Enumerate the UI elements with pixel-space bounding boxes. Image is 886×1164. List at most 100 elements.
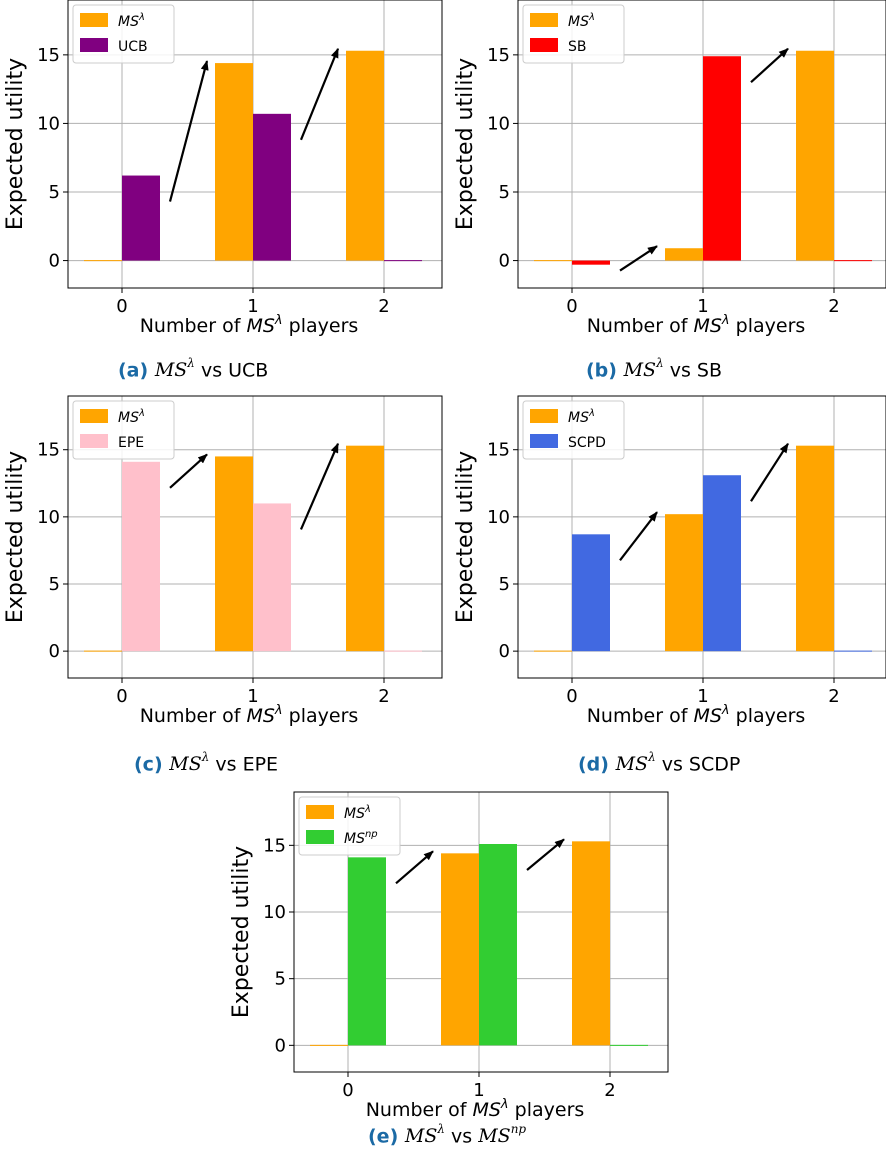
legend-swatch-ms [306,805,334,819]
x-tick-label: 2 [378,296,389,317]
x-axis-label: Number of MSλ players [366,1097,585,1121]
legend-swatch-opponent [530,38,558,52]
bar-ms-1 [665,248,703,261]
caption-tag: (c) [134,753,170,776]
y-tick-label: 0 [499,641,510,662]
legend-swatch-opponent [530,434,558,448]
x-tick-label: 2 [828,686,839,707]
y-axis-label: Expected utility [453,451,478,623]
x-tick-label: 1 [247,686,258,707]
axes-frame [67,0,443,289]
legend-label-ms: MSλ [118,408,145,426]
subfigure-caption: (c) MSλ vs EPE [134,750,278,776]
x-tick-label: 0 [116,296,127,317]
x-tick-label: 1 [697,296,708,317]
caption-tag: (a) [118,359,155,382]
y-tick-label: 5 [499,182,510,203]
caption-rest: vs SCDP [655,753,741,776]
bar-scpd-0 [572,534,610,652]
legend-swatch-ms [530,13,558,27]
bar-sb-1 [703,56,741,261]
x-tick-label: 0 [342,1080,353,1101]
legend-label-opponent: UCB [118,39,148,55]
bar-msnp-0 [348,857,386,1046]
legend-label-opponent: MSnp [344,829,378,847]
caption-ms2: MSnp [478,1122,527,1148]
x-tick-label: 0 [116,686,127,707]
bar-msnp-1 [479,844,517,1046]
x-tick-label: 1 [697,686,708,707]
legend-swatch-opponent [306,830,334,844]
caption-ms: MSλ [615,750,656,776]
y-tick-label: 5 [275,969,286,990]
axes-frame [293,791,669,1073]
x-tick-label: 2 [604,1080,615,1101]
bar-ms-1 [215,456,253,652]
trend-arrow [750,442,789,502]
y-axis-label: Expected utility [3,451,28,623]
subfigure-caption: (b) MSλ vs SB [586,356,722,382]
legend-swatch-opponent [80,434,108,448]
y-tick-label: 0 [499,251,510,272]
bar-sb-0 [572,260,610,265]
caption-tag: (e) [368,1125,405,1148]
legend: MSλ MSnp [298,796,401,856]
trend-arrow [395,850,434,885]
x-tick-label: 1 [247,296,258,317]
subfigure-caption: (e) MSλ vs MSnp [368,1122,527,1148]
x-tick-label: 2 [378,686,389,707]
legend-swatch-ms [80,409,108,423]
legend-label-opponent: SB [568,39,587,55]
subfigure-caption: (d) MSλ vs SCDP [578,750,741,776]
bar-epe-0 [122,461,160,652]
caption-rest: vs UCB [194,359,269,382]
legend-label-ms: MSλ [568,12,595,30]
y-tick-label: 0 [49,251,60,272]
trend-arrow [619,511,658,561]
trend-arrow [619,245,658,272]
x-tick-label: 2 [828,296,839,317]
bar-ms-2 [346,445,384,652]
chart-panel-4: 0 1 2 0 5 10 15 Expected utility Number of MSλ p… [229,791,669,1121]
x-tick-label: 0 [566,686,577,707]
legend: MSλ EPE [72,400,175,460]
legend-label-ms: MSλ [568,408,595,426]
caption-ms: MSλ [169,750,210,776]
y-tick-label: 10 [263,902,286,923]
x-tick-label: 0 [566,296,577,317]
y-tick-label: 15 [263,835,286,856]
bar-ucb-1 [253,113,291,261]
bar-epe-1 [253,503,291,652]
y-tick-label: 15 [487,440,510,461]
y-tick-label: 15 [37,440,60,461]
chart-panel-3: 0 1 2 0 5 10 15 Expected utility Number of MSλ p… [453,395,886,727]
axes-frame [67,395,443,679]
y-tick-label: 15 [37,45,60,66]
y-tick-label: 10 [487,113,510,134]
chart-panel-2: 0 1 2 0 5 10 15 Expected utility Number of MSλ p… [3,395,443,727]
bar-ms-2 [572,841,610,1046]
y-tick-label: 0 [49,641,60,662]
legend-label-opponent: EPE [118,435,144,451]
bar-ms-1 [215,63,253,261]
legend-swatch-ms [80,13,108,27]
caption-tag: (b) [586,359,624,382]
y-tick-label: 15 [487,45,510,66]
bar-ms-2 [346,50,384,261]
legend-label-ms: MSλ [118,12,145,30]
chart-panel-0: 0 1 2 0 5 10 15 Expected utility Number of MSλ p… [3,0,443,337]
axes-frame [517,0,886,289]
trend-arrow [299,47,340,141]
y-tick-label: 5 [49,574,60,595]
bar-scpd-1 [703,475,741,652]
y-tick-label: 5 [499,574,510,595]
trend-arrow [526,838,565,871]
subfigure-caption: (a) MSλ vs UCB [118,356,269,382]
axes-frame [517,395,886,679]
x-axis-label: Number of MSλ players [140,703,359,727]
caption-ms: MSλ [623,356,664,382]
caption-ms: MSλ [404,1122,445,1148]
y-tick-label: 5 [49,182,60,203]
y-tick-label: 10 [37,507,60,528]
